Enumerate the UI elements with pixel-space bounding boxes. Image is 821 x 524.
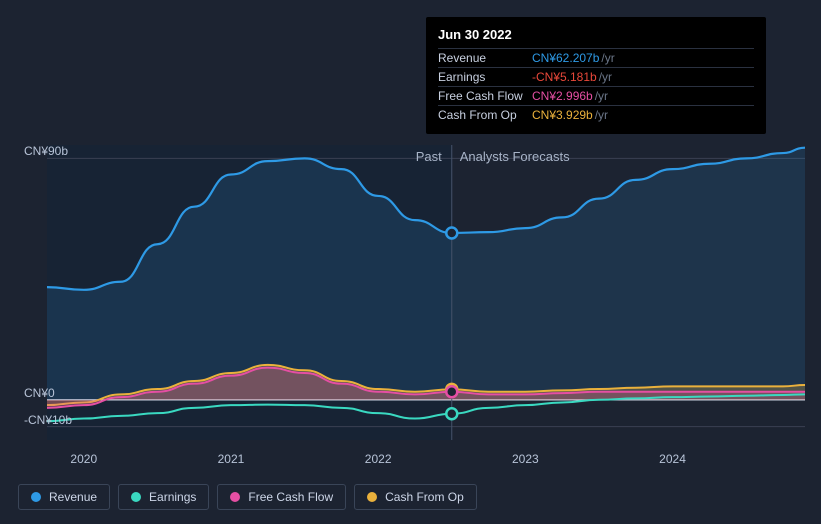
past-label: Past	[416, 149, 442, 164]
tooltip-row: Cash From OpCN¥3.929b/yr	[438, 105, 754, 124]
tooltip-row-value: CN¥3.929b/yr	[532, 108, 754, 122]
y-axis-label: -CN¥10b	[24, 413, 72, 427]
legend-dot-icon	[31, 492, 41, 502]
legend-item-fcf[interactable]: Free Cash Flow	[217, 484, 346, 510]
legend-item-label: Earnings	[149, 490, 196, 504]
tooltip-row: Earnings-CN¥5.181b/yr	[438, 67, 754, 86]
x-axis-label: 2023	[512, 452, 539, 466]
legend-item-label: Free Cash Flow	[248, 490, 333, 504]
tooltip-row-value: -CN¥5.181b/yr	[532, 70, 754, 84]
legend-item-revenue[interactable]: Revenue	[18, 484, 110, 510]
legend-item-cfo[interactable]: Cash From Op	[354, 484, 477, 510]
legend-dot-icon	[367, 492, 377, 502]
legend-dot-icon	[131, 492, 141, 502]
y-axis-label: CN¥0	[24, 386, 55, 400]
x-axis-label: 2022	[365, 452, 392, 466]
legend-item-label: Cash From Op	[385, 490, 464, 504]
forecast-label: Analysts Forecasts	[460, 149, 570, 164]
legend-dot-icon	[230, 492, 240, 502]
legend-item-earnings[interactable]: Earnings	[118, 484, 209, 510]
tooltip-row-label: Cash From Op	[438, 108, 532, 122]
tooltip-row-value: CN¥62.207b/yr	[532, 51, 754, 65]
chart-container: CN¥90b CN¥0 -CN¥10b 2020 2021 2022 2023 2024 P…	[0, 0, 821, 524]
tooltip-row-value: CN¥2.996b/yr	[532, 89, 754, 103]
x-axis-label: 2020	[70, 452, 97, 466]
tooltip-row-label: Free Cash Flow	[438, 89, 532, 103]
x-axis-label: 2024	[659, 452, 686, 466]
y-axis-label: CN¥90b	[24, 144, 68, 158]
tooltip-row-label: Revenue	[438, 51, 532, 65]
tooltip: Jun 30 2022 RevenueCN¥62.207b/yrEarnings…	[426, 17, 766, 134]
x-axis-label: 2021	[218, 452, 245, 466]
legend-item-label: Revenue	[49, 490, 97, 504]
tooltip-row: RevenueCN¥62.207b/yr	[438, 48, 754, 67]
legend: Revenue Earnings Free Cash Flow Cash From O…	[18, 484, 477, 510]
tooltip-row-label: Earnings	[438, 70, 532, 84]
tooltip-row: Free Cash FlowCN¥2.996b/yr	[438, 86, 754, 105]
tooltip-title: Jun 30 2022	[438, 27, 754, 48]
